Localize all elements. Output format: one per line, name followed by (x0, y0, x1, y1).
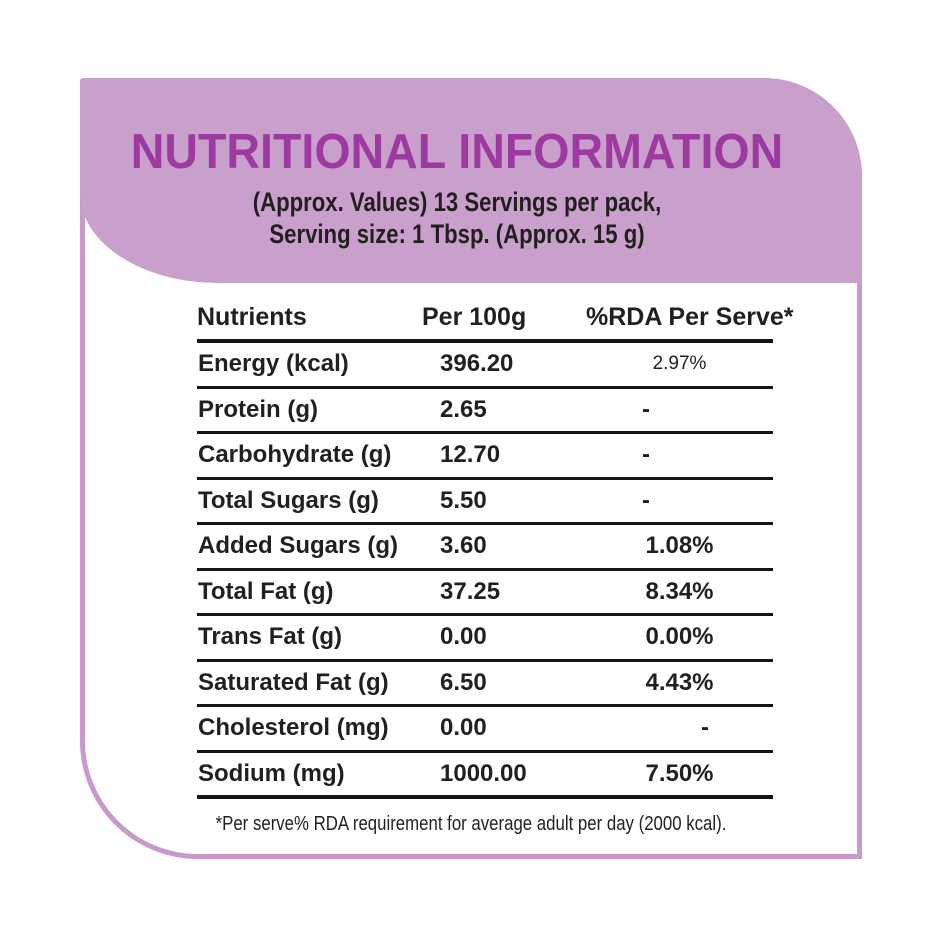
rda-footnote: *Per serve% RDA requirement for average … (215, 813, 727, 835)
nutrient-name-cell: Saturated Fat (g) (197, 660, 422, 707)
column-header-per-100g: Per 100g (422, 303, 586, 343)
rda-cell: - (586, 432, 773, 480)
table-row: Added Sugars (g) 3.60 1.08% (197, 523, 773, 571)
table-row: Cholesterol (mg) 0.00 - (197, 705, 773, 753)
table-row: Sodium (mg) 1000.00 7.50% (197, 751, 773, 799)
nutrient-name-cell: Protein (g) (197, 387, 422, 434)
serving-line-1: (Approx. Values) 13 Servings per pack, (252, 187, 662, 217)
table-row: Total Fat (g) 37.25 8.34% (197, 569, 773, 616)
per-100g-cell: 0.00 (422, 614, 586, 662)
serving-line-2: Serving size: 1 Tbsp. (Approx. 15 g) (269, 219, 645, 249)
per-100g-cell: 2.65 (422, 387, 586, 434)
rda-cell: - (586, 478, 773, 525)
table-row: Saturated Fat (g) 6.50 4.43% (197, 660, 773, 707)
table-row: Carbohydrate (g) 12.70 - (197, 432, 773, 480)
table-header-row: Nutrients Per 100g %RDA Per Serve* (197, 303, 794, 343)
page-title: NUTRITIONAL INFORMATION (130, 125, 784, 179)
per-100g-cell: 6.50 (422, 660, 586, 707)
nutrient-name-cell: Added Sugars (g) (197, 523, 422, 571)
nutrition-table-container: Nutrients Per 100g %RDA Per Serve* Energ… (197, 303, 794, 799)
per-100g-cell: 37.25 (422, 569, 586, 616)
rda-cell: 7.50% (586, 751, 773, 799)
nutrient-name-cell: Energy (kcal) (197, 341, 422, 389)
nutrition-label-card: NUTRITIONAL INFORMATION (Approx. Values)… (80, 78, 862, 859)
per-100g-cell: 0.00 (422, 705, 586, 753)
table-row: Energy (kcal) 396.20 2.97% (197, 341, 773, 389)
rda-cell: 1.08% (586, 523, 773, 571)
rda-cell: - (586, 387, 773, 434)
rda-cell: 2.97% (586, 341, 773, 389)
rda-cell: 8.34% (586, 569, 773, 616)
table-row: Trans Fat (g) 0.00 0.00% (197, 614, 773, 662)
per-100g-cell: 396.20 (422, 341, 586, 389)
table-row: Protein (g) 2.65 - (197, 387, 773, 434)
nutrient-name-cell: Trans Fat (g) (197, 614, 422, 662)
nutrition-table: Nutrients Per 100g %RDA Per Serve* Energ… (197, 303, 794, 799)
table-row: Total Sugars (g) 5.50 - (197, 478, 773, 525)
card-header: NUTRITIONAL INFORMATION (Approx. Values)… (80, 78, 862, 283)
nutrient-name-cell: Cholesterol (mg) (197, 705, 422, 753)
rda-cell: 4.43% (586, 660, 773, 707)
column-header-nutrients: Nutrients (197, 303, 422, 343)
rda-cell: 0.00% (586, 614, 773, 662)
rda-cell: - (586, 705, 773, 753)
nutrient-name-cell: Total Sugars (g) (197, 478, 422, 525)
nutrient-name-cell: Carbohydrate (g) (197, 432, 422, 480)
per-100g-cell: 1000.00 (422, 751, 586, 799)
nutrient-name-cell: Total Fat (g) (197, 569, 422, 616)
per-100g-cell: 5.50 (422, 478, 586, 525)
serving-info: (Approx. Values) 13 Servings per pack, S… (153, 186, 761, 250)
nutrient-name-cell: Sodium (mg) (197, 751, 422, 799)
per-100g-cell: 3.60 (422, 523, 586, 571)
column-header-rda-per-serve: %RDA Per Serve* (586, 303, 794, 343)
per-100g-cell: 12.70 (422, 432, 586, 480)
